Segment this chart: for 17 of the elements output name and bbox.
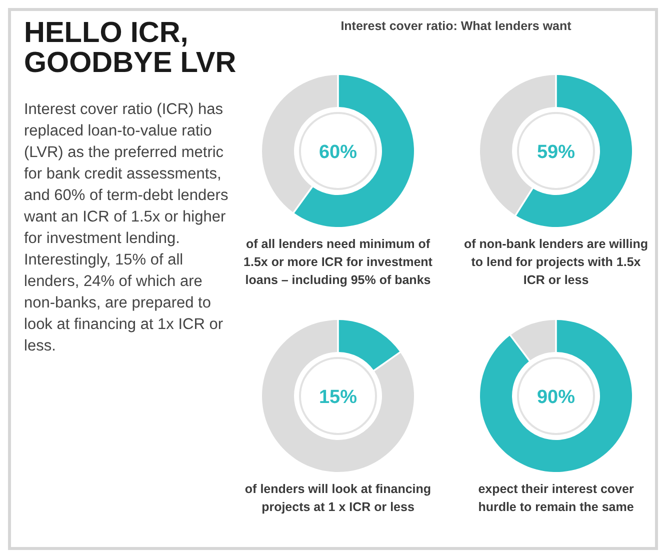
text: Interest cover ratio: What lenders want <box>340 19 572 33</box>
text: of all lenders need minimum of 1.5x or more ICR for investment loans – including 95% of banks <box>244 237 434 287</box>
text: 15% <box>318 387 358 408</box>
text: Interest cover ratio (ICR) has replaced loan-to-value ratio (LVR) as the preferred metric for bank credit assessments, and 60% of term-debt lenders want an ICR of 1.5x or higher for investment lending. Interestingly, 15% of all lenders, 24% of which are non-banks, are prepared to look at financing at 1x ICR or less. <box>24 101 228 354</box>
text: 90% <box>536 387 576 408</box>
donut-slice <box>262 320 414 472</box>
text: expect their interest cover hurdle to remain the same <box>478 482 634 514</box>
text: 60% <box>318 142 358 163</box>
donut-slice <box>338 320 400 370</box>
text: of lenders will look at financing projects at 1 x ICR or less <box>244 482 432 514</box>
donut-slice <box>480 320 632 472</box>
text: 59% <box>536 142 576 163</box>
donut-slice <box>516 75 632 227</box>
text: of non-bank lenders are willing to lend for projects with 1.5x ICR or less <box>464 237 648 287</box>
donut-slice <box>511 320 556 360</box>
donut-slice <box>294 75 414 227</box>
text: HELLO ICR, GOODBYE LVR <box>24 17 236 79</box>
